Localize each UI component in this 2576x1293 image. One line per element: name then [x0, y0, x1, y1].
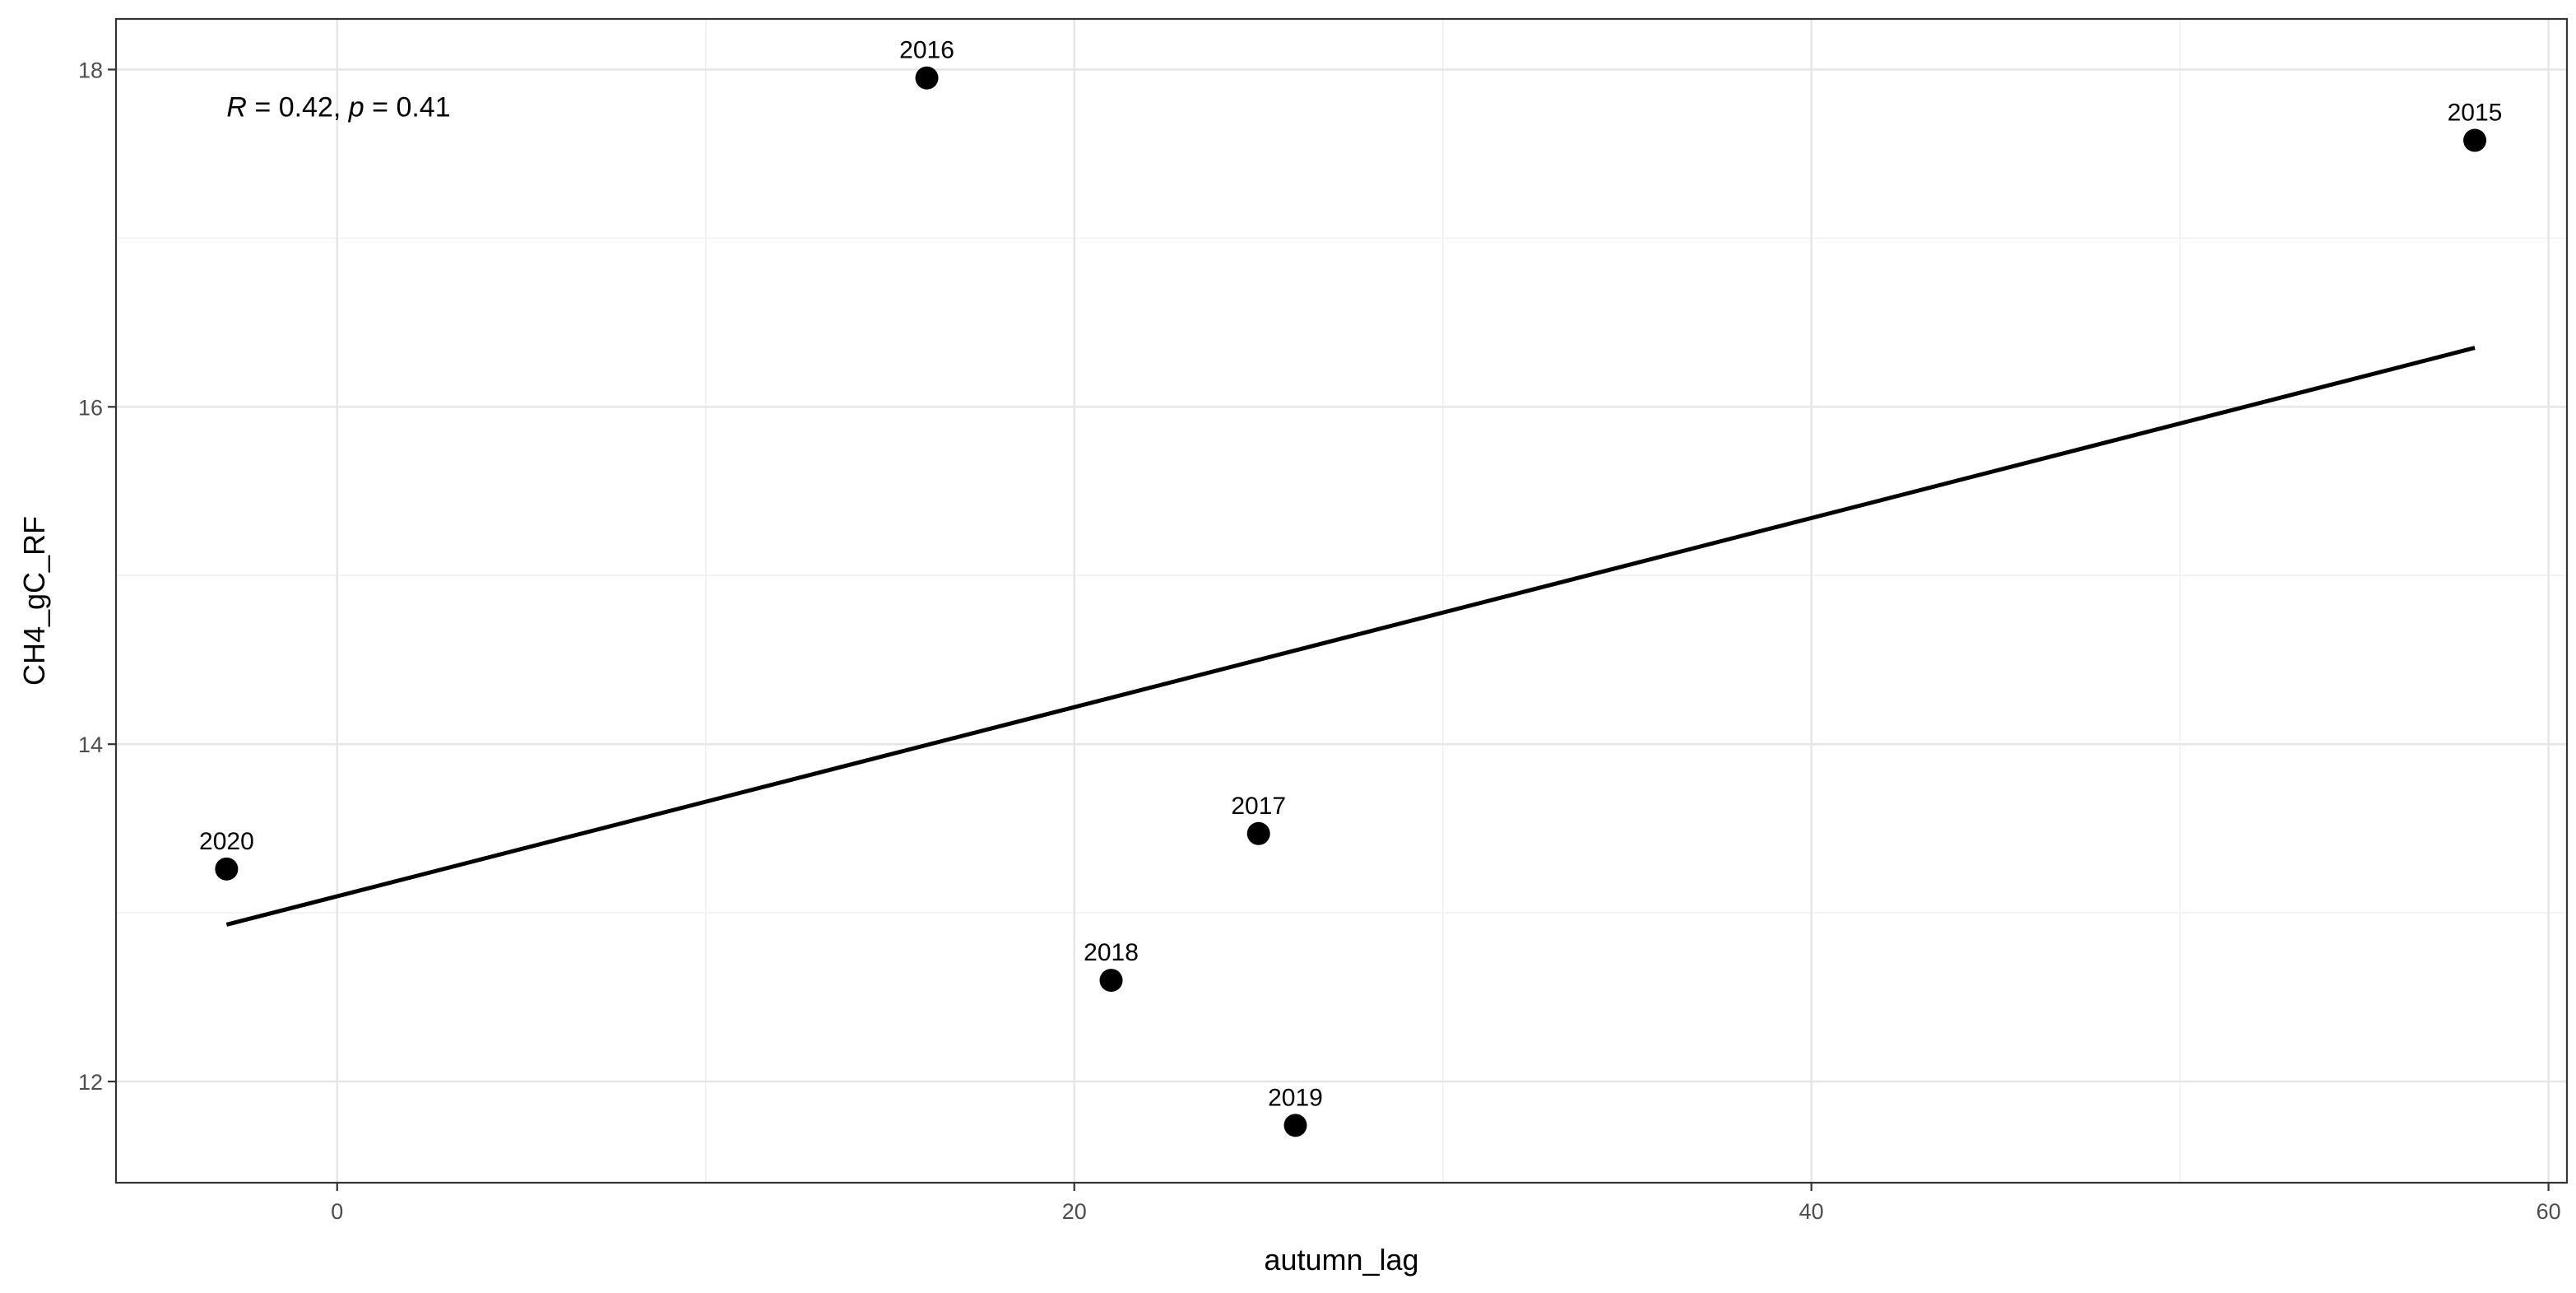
r-value: = 0.42, [247, 92, 349, 123]
data-point [2463, 128, 2487, 152]
x-axis-title: autumn_lag [1264, 1243, 1418, 1277]
correlation-annotation: R = 0.42, p = 0.41 [226, 92, 450, 123]
y-tick-label: 16 [78, 395, 103, 420]
data-points [215, 66, 2487, 1137]
data-point [1283, 1114, 1307, 1137]
y-tick-label: 12 [78, 1070, 103, 1095]
y-tick-label: 18 [78, 58, 103, 82]
y-axis-ticks: 12 14 16 18 [78, 58, 116, 1095]
data-point-label: 2018 [1084, 939, 1139, 966]
minor-gridlines [116, 19, 2567, 1183]
data-point-label: 2017 [1231, 793, 1286, 820]
data-point-label: 2016 [899, 37, 954, 64]
data-point-label: 2015 [2448, 100, 2503, 127]
data-point [915, 66, 939, 90]
major-gridlines [116, 19, 2567, 1183]
data-point [1246, 821, 1270, 845]
x-tick-label: 60 [2537, 1199, 2561, 1224]
regression-line [225, 346, 2476, 927]
panel-border [114, 17, 2569, 1184]
p-value: = 0.41 [364, 92, 451, 123]
x-axis-ticks: 0 20 40 60 [331, 1183, 2561, 1224]
data-point [215, 857, 239, 881]
x-tick-label: 40 [1799, 1199, 1824, 1224]
y-axis-title: CH4_gC_RF [17, 516, 51, 686]
data-point [1099, 969, 1123, 993]
data-point-label: 2019 [1268, 1084, 1323, 1111]
data-point-labels: 2015 2016 2017 2018 2019 2020 [199, 37, 2502, 1112]
y-tick-label: 14 [78, 733, 103, 757]
p-symbol: p [348, 92, 364, 123]
r-symbol: R [226, 92, 247, 123]
x-tick-label: 0 [331, 1199, 343, 1224]
x-tick-label: 20 [1062, 1199, 1087, 1224]
data-point-label: 2020 [199, 828, 254, 855]
